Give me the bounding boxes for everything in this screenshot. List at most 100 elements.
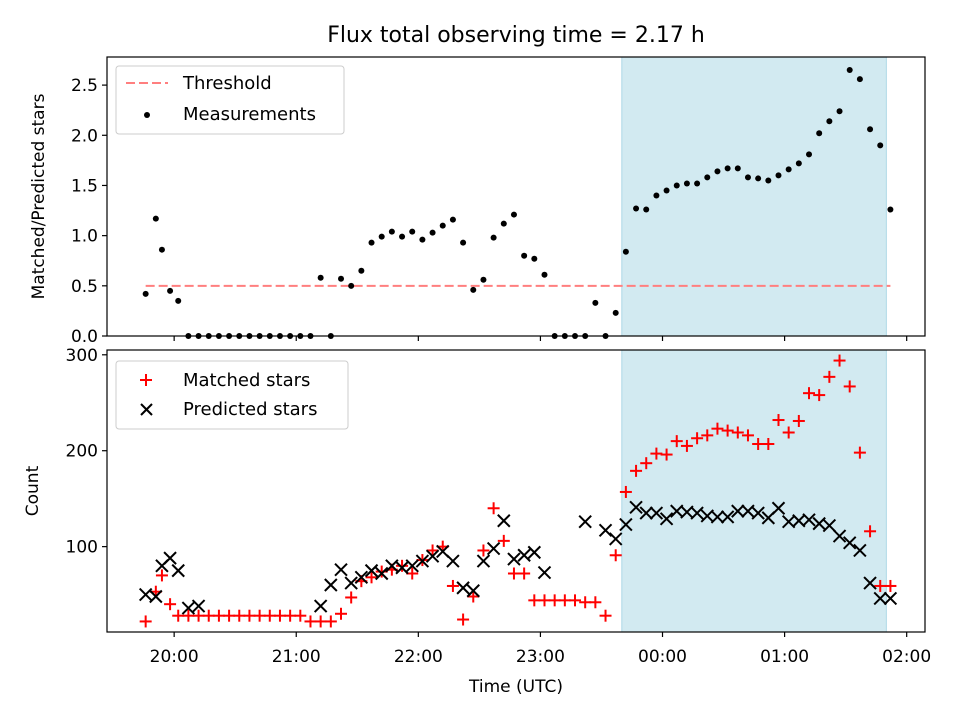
matched-star-point bbox=[284, 609, 297, 622]
predicted-star-point bbox=[313, 599, 328, 613]
measurement-point bbox=[673, 182, 680, 189]
legend-matched-swatch bbox=[140, 374, 152, 386]
matched-star-point bbox=[446, 579, 459, 592]
count-legend: Matched stars Predicted stars bbox=[115, 360, 349, 430]
measurement-point bbox=[694, 180, 701, 187]
matched-star-point bbox=[823, 370, 836, 383]
matched-star-point bbox=[558, 594, 571, 607]
measurement-point bbox=[704, 174, 711, 181]
measurement-point bbox=[419, 236, 426, 243]
predicted-star-point bbox=[731, 504, 745, 518]
predicted-star-point bbox=[690, 506, 704, 520]
matched-star-point bbox=[721, 424, 734, 437]
measurement-point bbox=[541, 271, 548, 278]
matched-star-point bbox=[874, 579, 887, 592]
matched-star-point bbox=[691, 432, 704, 445]
ratio-y-axis-label: Matched/Predicted stars bbox=[29, 93, 49, 299]
predicted-star-point bbox=[812, 516, 826, 531]
predicted-star-point bbox=[873, 591, 887, 606]
matched-star-point bbox=[507, 567, 520, 580]
ratio-y-ticks: 0.0 0.5 1.0 1.5 2.0 2.5 bbox=[71, 76, 107, 347]
time-x-tick-label: 01:00 bbox=[760, 647, 809, 667]
matched-star-point bbox=[223, 609, 236, 622]
measurement-point bbox=[653, 192, 660, 199]
measurement-point bbox=[867, 126, 874, 133]
matched-star-point bbox=[579, 596, 592, 609]
matched-star-point bbox=[609, 549, 622, 562]
measurement-point bbox=[592, 299, 599, 306]
measurement-point bbox=[785, 166, 792, 173]
predicted-star-point bbox=[446, 554, 460, 568]
predicted-star-point bbox=[578, 514, 592, 529]
matched-star-point bbox=[518, 567, 531, 580]
time-x-tick-label: 22:00 bbox=[394, 647, 443, 667]
measurement-point bbox=[683, 180, 690, 187]
matched-star-point bbox=[548, 594, 561, 607]
measurement-point bbox=[795, 160, 802, 167]
legend-predicted-label: Predicted stars bbox=[183, 399, 317, 420]
time-x-tick-label: 21:00 bbox=[272, 647, 321, 667]
matched-star-point bbox=[172, 609, 185, 622]
matched-star-point bbox=[680, 439, 693, 452]
predicted-star-point bbox=[425, 549, 440, 563]
measurement-point bbox=[399, 233, 406, 240]
matched-star-point bbox=[630, 464, 643, 477]
predicted-star-point bbox=[466, 584, 480, 598]
matched-star-point bbox=[192, 609, 205, 622]
predicted-star-point bbox=[171, 563, 185, 578]
matched-star-point bbox=[467, 590, 480, 603]
measurement-point bbox=[826, 118, 833, 125]
time-x-tick-label: 23:00 bbox=[516, 647, 565, 667]
predicted-star-point bbox=[822, 518, 837, 533]
matched-star-point bbox=[701, 429, 714, 442]
measurement-point bbox=[439, 222, 446, 229]
measurement-point bbox=[429, 229, 436, 236]
measurement-point bbox=[175, 297, 182, 304]
predicted-star-point bbox=[639, 506, 653, 520]
time-x-ticks: 20:00 21:00 22:00 23:00 00:00 01:00 02:00 bbox=[150, 632, 931, 667]
matched-star-point bbox=[711, 422, 724, 435]
matched-star-point bbox=[487, 502, 500, 515]
measurement-point bbox=[622, 248, 629, 255]
predicted-star-point bbox=[710, 510, 725, 524]
predicted-star-point bbox=[181, 601, 196, 615]
predicted-star-point bbox=[374, 566, 389, 581]
matched-star-point bbox=[314, 615, 327, 628]
matched-star-point bbox=[640, 457, 653, 470]
predicted-star-point bbox=[395, 561, 409, 575]
measurement-point bbox=[531, 255, 538, 262]
matched-star-point bbox=[538, 594, 551, 607]
time-x-axis-label: Time (UTC) bbox=[468, 677, 563, 697]
matched-star-point bbox=[843, 380, 856, 393]
legend-measurements-swatch bbox=[144, 112, 150, 118]
ratio-y-tick-label: 1.5 bbox=[71, 176, 98, 196]
matched-star-point bbox=[426, 544, 439, 557]
measurement-point bbox=[643, 206, 650, 213]
matched-star-point bbox=[813, 389, 826, 402]
legend-measurements-label: Measurements bbox=[183, 104, 316, 125]
matched-star-point bbox=[752, 438, 765, 450]
measurement-point bbox=[521, 252, 528, 259]
matched-star-point bbox=[731, 426, 744, 439]
time-x-tick-label: 00:00 bbox=[638, 647, 687, 667]
matched-star-point bbox=[741, 429, 754, 442]
time-x-tick-label: 20:00 bbox=[150, 647, 199, 667]
predicted-star-point bbox=[598, 523, 613, 538]
matched-star-point bbox=[457, 613, 470, 626]
predicted-star-point bbox=[853, 543, 867, 558]
matched-star-point bbox=[864, 525, 877, 538]
ratio-y-tick-label: 2.5 bbox=[71, 76, 98, 96]
count-panel: 100 200 300 20:00 21:00 22:00 23:00 00:00 01:00… bbox=[23, 346, 931, 697]
measurement-point bbox=[167, 287, 174, 294]
measurement-point bbox=[348, 282, 355, 289]
predicted-star-point bbox=[537, 565, 552, 580]
predicted-star-point bbox=[608, 532, 623, 546]
matched-star-point bbox=[599, 609, 612, 622]
predicted-star-point bbox=[629, 500, 643, 515]
predicted-star-point bbox=[456, 581, 470, 595]
measurement-point bbox=[358, 267, 365, 274]
ratio-y-tick-label: 1.0 bbox=[71, 227, 98, 247]
matched-star-point bbox=[833, 354, 846, 367]
predicted-star-point bbox=[364, 563, 379, 578]
